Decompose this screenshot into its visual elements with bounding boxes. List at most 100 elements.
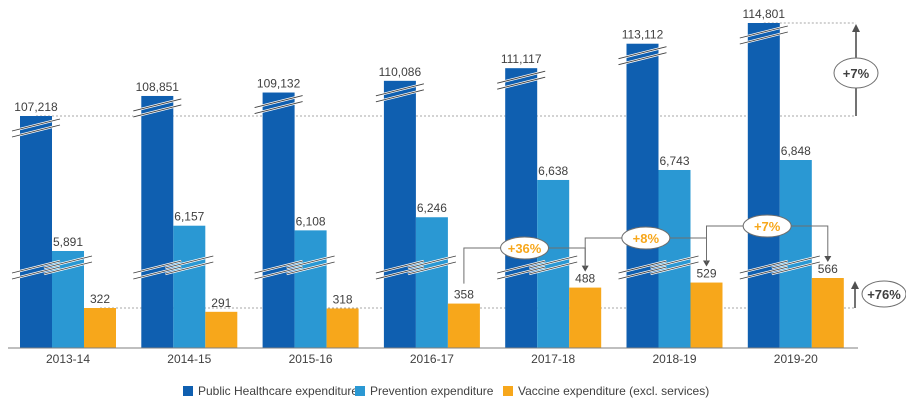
healthcare-growth-label: +7% [843, 66, 870, 81]
x-tick-label-5: 2018-19 [652, 352, 696, 366]
break-healthcare-top-4-line-1 [497, 76, 546, 90]
value-label-0-4: 111,117 [501, 52, 542, 66]
break-healthcare-top-5-line-0 [618, 46, 667, 60]
break-healthcare-top-2-line-1 [254, 101, 303, 114]
legend-label-0: Public Healthcare expenditure [198, 384, 358, 398]
break-healthcare-low-3-line-1 [375, 266, 425, 280]
break-prevention-1-line-1 [165, 261, 214, 275]
legend-item-2: Vaccine expenditure (excl. services) [503, 384, 709, 398]
value-label-2-6: 566 [818, 262, 838, 276]
break-healthcare-top-3-line-1 [375, 89, 425, 103]
bar-2-2 [326, 308, 359, 348]
break-healthcare-low-3-line-0 [375, 260, 425, 274]
value-label-1-4: 6,638 [538, 164, 568, 178]
break-prevention-0-line-1 [43, 261, 93, 275]
break-prevention-4-line-0 [529, 255, 578, 269]
break-prevention-2-line-1 [286, 261, 335, 275]
break-healthcare-low-2-line-0 [254, 260, 303, 274]
bar-1-6 [779, 160, 812, 348]
legend-item-1: Prevention expenditure [355, 384, 494, 398]
break-prevention-4-line-1 [529, 261, 578, 275]
break-healthcare-top-0-line-0 [11, 118, 61, 132]
break-healthcare-low-2-line-1 [254, 266, 303, 280]
break-prevention-2-line-0 [286, 255, 335, 269]
growth-arrowhead-1 [703, 260, 710, 267]
bar-0-4 [505, 68, 538, 349]
break-prevention-5-line-1 [650, 261, 699, 275]
bar-2-1 [205, 311, 238, 348]
x-tick-label-1: 2014-15 [167, 352, 211, 366]
break-healthcare-top-2-line-0 [254, 95, 303, 108]
break-prevention-6-line-1 [771, 261, 820, 275]
value-label-1-3: 6,246 [417, 201, 447, 215]
value-label-0-0: 107,218 [14, 100, 58, 114]
value-label-0-6: 114,801 [743, 7, 786, 21]
bar-1-3 [415, 217, 448, 348]
break-healthcare-low-0-line-0 [11, 260, 61, 274]
value-label-0-2: 109,132 [257, 77, 301, 91]
break-healthcare-top-5-line-1 [618, 52, 667, 66]
break-healthcare-top-1-line-0 [133, 98, 182, 112]
growth-label-1: +8% [633, 231, 660, 246]
bar-0-3 [383, 80, 416, 349]
legend-swatch-0 [183, 386, 193, 396]
growth-label-2: +7% [754, 219, 781, 234]
break-healthcare-low-1-line-0 [133, 260, 182, 274]
bar-0-5 [626, 43, 659, 349]
break-prevention-0-line-0 [43, 255, 93, 269]
break-prevention-3-line-1 [407, 261, 457, 275]
x-tick-label-6: 2019-20 [774, 352, 818, 366]
healthcare-growth-bubble [833, 57, 879, 89]
legend-swatch-2 [503, 386, 513, 396]
break-prevention-3-line-0 [407, 255, 457, 269]
bar-2-0 [84, 308, 116, 348]
value-label-0-3: 110,086 [379, 65, 422, 79]
value-label-1-1: 6,157 [174, 210, 204, 224]
break-prevention-1-line-0 [165, 255, 214, 269]
bar-2-6 [811, 278, 844, 348]
break-healthcare-low-5-line-0 [618, 260, 667, 274]
legend-label-2: Vaccine expenditure (excl. services) [518, 384, 709, 398]
growth-bubble-0 [500, 236, 550, 260]
break-healthcare-top-6-line-1 [739, 31, 788, 45]
x-tick-label-2: 2015-16 [289, 352, 333, 366]
growth-arrowhead-0 [581, 265, 589, 272]
break-healthcare-top-3-line-0 [375, 83, 425, 97]
break-healthcare-low-6-line-1 [739, 266, 788, 280]
vaccine-growth-label: +76% [867, 287, 901, 302]
break-prevention-5-line-0 [650, 255, 699, 269]
legend-item-0: Public Healthcare expenditure [183, 384, 358, 398]
value-label-2-5: 529 [696, 267, 716, 281]
bar-1-2 [294, 230, 327, 348]
x-tick-label-0: 2013-14 [46, 352, 90, 366]
legend-label-1: Prevention expenditure [370, 384, 494, 398]
bar-2-5 [690, 282, 723, 348]
break-healthcare-low-0-line-1 [11, 266, 61, 280]
break-healthcare-low-4-line-1 [497, 266, 546, 280]
break-healthcare-low-4-line-0 [497, 260, 546, 274]
legend-swatch-1 [355, 386, 365, 396]
value-label-1-0: 5,891 [53, 235, 83, 249]
break-prevention-6-line-0 [771, 255, 820, 269]
healthcare-growth-arrowhead [852, 24, 860, 32]
bar-1-1 [173, 225, 206, 348]
vaccine-growth-arrowhead [851, 281, 859, 289]
bar-0-2 [262, 92, 295, 348]
value-label-0-5: 113,112 [622, 28, 664, 42]
break-healthcare-low-6-line-0 [739, 260, 788, 274]
value-label-2-0: 322 [90, 292, 110, 306]
value-label-0-1: 108,851 [136, 80, 180, 94]
x-tick-label-3: 2016-17 [410, 352, 454, 366]
vaccine-growth-bubble [861, 280, 906, 308]
value-label-1-2: 6,108 [296, 214, 326, 228]
value-label-2-3: 358 [454, 288, 474, 302]
bar-2-4 [569, 287, 602, 348]
value-label-1-5: 6,743 [659, 154, 689, 168]
value-label-2-1: 291 [211, 296, 231, 310]
growth-bubble-1 [621, 226, 671, 250]
break-healthcare-top-6-line-0 [739, 25, 788, 39]
break-healthcare-top-4-line-0 [497, 70, 546, 84]
bar-2-3 [447, 303, 480, 348]
value-label-1-6: 6,848 [781, 144, 811, 158]
bar-0-6 [747, 23, 780, 348]
